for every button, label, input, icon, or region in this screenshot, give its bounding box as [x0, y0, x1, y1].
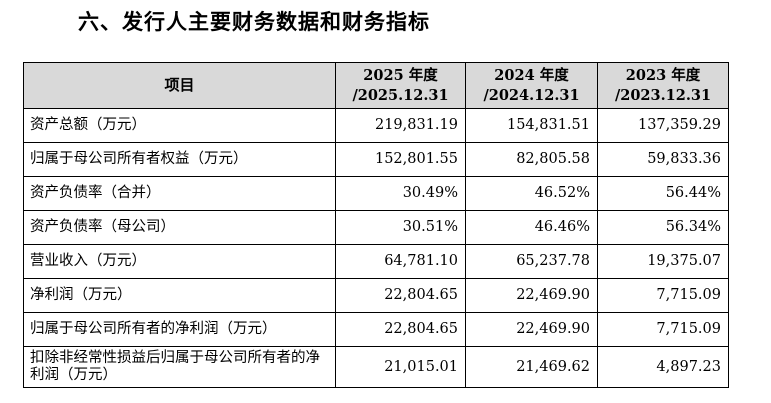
cell-2025: 30.51%: [335, 210, 466, 245]
header-2023-year: 2023 年度: [625, 66, 701, 84]
cell-2024: 22,469.90: [465, 312, 598, 347]
cell-2023: 137,359.29: [597, 108, 729, 143]
header-2025: 2025 年度 /2025.12.31: [335, 62, 466, 109]
row-label: 资产负债率（母公司）: [23, 210, 336, 245]
table-row: 营业收入（万元） 64,781.10 65,237.78 19,375.07: [23, 244, 729, 279]
row-label: 归属于母公司所有者权益（万元）: [23, 142, 336, 177]
cell-2024: 46.52%: [465, 176, 598, 211]
row-label: 净利润（万元）: [23, 278, 336, 313]
header-2025-date: /2025.12.31: [352, 86, 449, 104]
cell-2025: 30.49%: [335, 176, 466, 211]
cell-2025: 22,804.65: [335, 278, 466, 313]
cell-2024: 46.46%: [465, 210, 598, 245]
cell-2025: 22,804.65: [335, 312, 466, 347]
cell-2025: 219,831.19: [335, 108, 466, 143]
cell-2023: 7,715.09: [597, 312, 729, 347]
cell-2025: 152,801.55: [335, 142, 466, 177]
header-item: 项目: [23, 62, 336, 109]
header-2024: 2024 年度 /2024.12.31: [465, 62, 598, 109]
table-row: 归属于母公司所有者权益（万元） 152,801.55 82,805.58 59,…: [23, 142, 729, 177]
cell-2024: 21,469.62: [465, 346, 598, 388]
cell-2024: 65,237.78: [465, 244, 598, 279]
header-2023-date: /2023.12.31: [614, 86, 712, 104]
cell-2024: 82,805.58: [465, 142, 598, 177]
cell-2024: 22,469.90: [465, 278, 598, 313]
cell-2023: 56.34%: [597, 210, 729, 245]
table-row: 扣除非经常性损益后归属于母公司所有者的净利润（万元） 21,015.01 21,…: [23, 346, 729, 388]
row-label: 资产总额（万元）: [23, 108, 336, 143]
section-title: 六、发行人主要财务数据和财务指标: [78, 10, 430, 34]
row-label: 归属于母公司所有者的净利润（万元）: [23, 312, 336, 347]
table-row: 归属于母公司所有者的净利润（万元） 22,804.65 22,469.90 7,…: [23, 312, 729, 347]
row-label: 资产负债率（合并）: [23, 176, 336, 211]
row-label: 扣除非经常性损益后归属于母公司所有者的净利润（万元）: [23, 346, 336, 388]
cell-2023: 4,897.23: [597, 346, 729, 388]
table-row: 净利润（万元） 22,804.65 22,469.90 7,715.09: [23, 278, 729, 313]
financial-data-table: 项目 2025 年度 /2025.12.31 2024 年度 /2024.12.…: [23, 62, 729, 388]
table-row: 资产总额（万元） 219,831.19 154,831.51 137,359.2…: [23, 108, 729, 143]
cell-2023: 7,715.09: [597, 278, 729, 313]
header-2025-year: 2025 年度: [363, 66, 438, 84]
row-label: 营业收入（万元）: [23, 244, 336, 279]
cell-2024: 154,831.51: [465, 108, 598, 143]
table-row: 资产负债率（合并） 30.49% 46.52% 56.44%: [23, 176, 729, 211]
cell-2025: 64,781.10: [335, 244, 466, 279]
cell-2023: 59,833.36: [597, 142, 729, 177]
cell-2023: 19,375.07: [597, 244, 729, 279]
header-2024-date: /2024.12.31: [483, 86, 580, 104]
cell-2023: 56.44%: [597, 176, 729, 211]
header-2024-year: 2024 年度: [494, 66, 569, 84]
cell-2025: 21,015.01: [335, 346, 466, 388]
table-row: 资产负债率（母公司） 30.51% 46.46% 56.34%: [23, 210, 729, 245]
header-2023: 2023 年度 /2023.12.31: [597, 62, 729, 109]
table-header-row: 项目 2025 年度 /2025.12.31 2024 年度 /2024.12.…: [23, 62, 729, 109]
